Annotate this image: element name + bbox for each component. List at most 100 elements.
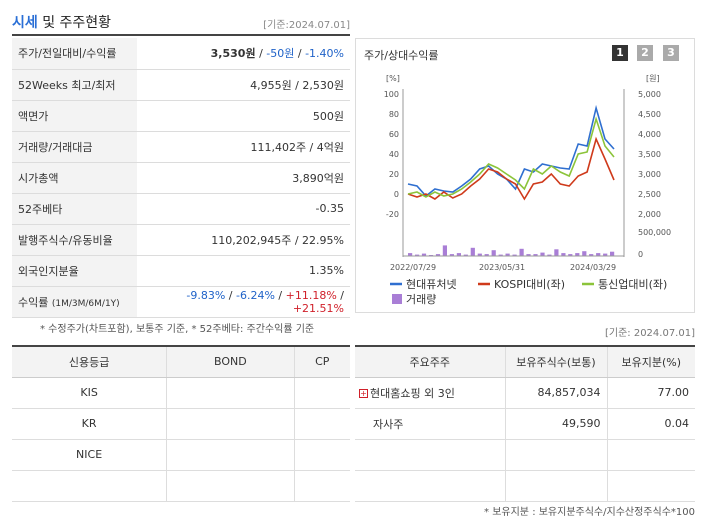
return-3m: -6.24% <box>236 288 275 302</box>
cp-cell <box>294 439 350 471</box>
table-row: 액면가 500원 <box>12 100 350 132</box>
volume-bar <box>596 253 601 256</box>
x-tick-label: 2022/07/29 <box>390 263 436 272</box>
right-tick-label: 3,500 <box>638 150 661 159</box>
volume-bar <box>470 247 475 256</box>
returns-label: 수익률 <box>18 295 49 309</box>
base-date: [기준:2024.07.01] <box>263 20 350 31</box>
row-label: 52주베타 <box>12 193 137 225</box>
chart-page-2-button[interactable]: 2 <box>637 45 653 61</box>
row-label: 주가/전일대비/수익률 <box>12 38 137 70</box>
agency-cell: KIS <box>12 377 168 409</box>
row-value: 500원 <box>137 100 350 132</box>
volume-bar <box>526 254 531 256</box>
volume-bar <box>484 254 489 256</box>
col-header: 신용등급 <box>12 345 168 378</box>
col-header: 보유지분(%) <box>607 345 695 378</box>
left-tick-label: 100 <box>384 90 399 99</box>
cp-cell <box>294 408 350 440</box>
table-row: 발행주식수/유동비율 110,202,945주 / 22.95% <box>12 224 350 256</box>
volume-bar <box>408 253 413 256</box>
agency-cell <box>12 470 168 502</box>
table-row: 주가/전일대비/수익률 3,530원 / -50원 / -1.40% <box>12 38 350 70</box>
col-header: BOND <box>166 345 295 378</box>
shareholder-base-date: [기준: 2024.07.01] <box>604 328 695 339</box>
right-tick-label: 4,000 <box>638 130 661 139</box>
volume-bar <box>540 252 545 256</box>
section-header: 시세 및 주주현황 [기준:2024.07.01] <box>12 10 350 36</box>
volume-bar <box>456 253 461 256</box>
bond-cell <box>166 439 295 471</box>
right-tick-label: 2,500 <box>638 190 661 199</box>
volume-tick-label: 500,000 <box>638 228 671 237</box>
series-line-2 <box>407 136 615 201</box>
volume-bar <box>491 250 496 256</box>
volume-bar <box>463 254 468 256</box>
row-value: 111,402주 / 4억원 <box>137 131 350 163</box>
return-1y: +21.51% <box>292 301 344 315</box>
return-6m: +11.18% <box>285 288 337 302</box>
right-tick-label: 3,000 <box>638 170 661 179</box>
row-label: 수익률 (1M/3M/6M/1Y) <box>12 286 137 318</box>
row-value: -0.35 <box>137 193 350 225</box>
holder-name <box>355 470 506 502</box>
table-row: 거래량/거래대금 111,402주 / 4억원 <box>12 131 350 163</box>
title-main: 시세 <box>12 15 38 31</box>
row-label: 외국인지분율 <box>12 255 137 287</box>
volume-bar <box>421 253 427 256</box>
table-row: 시가총액 3,890억원 <box>12 162 350 194</box>
holder-pct <box>607 470 695 502</box>
returns-value: -9.83% / -6.24% / +11.18% / +21.51% <box>137 286 350 318</box>
current-price: 3,530원 <box>210 47 256 61</box>
table-row <box>12 470 350 502</box>
holder-shares <box>505 439 608 471</box>
table-row: 52Weeks 최고/최저 4,955원 / 2,530원 <box>12 69 350 101</box>
legend-label: 현대퓨처넷 <box>406 278 457 291</box>
holder-pct: 77.00 <box>607 377 695 409</box>
title-rest: 및 주주현황 <box>37 15 112 31</box>
legend-label: KOSPI대비(좌) <box>494 278 565 291</box>
price-note: * 수정주가(차트포함), 보통주 기준, * 52주베타: 주간수익률 기준 <box>40 324 315 335</box>
row-label: 거래량/거래대금 <box>12 131 137 163</box>
row-value: 110,202,945주 / 22.95% <box>137 224 350 256</box>
table-row <box>355 470 695 502</box>
chart-panel: 주가/상대수익률 1 2 3 [%] [원] 100 80 60 40 20 0 -20 5,00… <box>355 38 695 313</box>
row-label: 발행주식수/유동비율 <box>12 224 137 256</box>
volume-bar <box>547 254 552 256</box>
volume-bar <box>519 248 524 256</box>
expand-icon[interactable]: + <box>359 389 368 398</box>
holder-pct <box>607 439 695 471</box>
table-row: 52주베타 -0.35 <box>12 193 350 225</box>
price-rate: -1.40% <box>305 47 344 61</box>
volume-bar <box>610 251 615 256</box>
volume-bar <box>505 253 510 256</box>
col-header: 보유주식수(보통) <box>505 345 608 378</box>
chart-page-3-button[interactable]: 3 <box>663 45 679 61</box>
holder-name: 자사주 <box>355 408 506 440</box>
holder-shares: 49,590 <box>505 408 608 440</box>
table-row: 자사주 49,590 0.04 <box>355 408 695 440</box>
shareholder-table: 주요주주 보유주식수(보통) 보유지분(%) + 현대홈쇼핑 외 3인 84,85… <box>355 345 695 502</box>
series-line-3 <box>407 116 615 198</box>
legend-label: 통신업대비(좌) <box>598 278 667 291</box>
cp-cell <box>294 470 350 502</box>
holder-shares: 84,857,034 <box>505 377 608 409</box>
volume-bar <box>477 253 482 256</box>
price-change: -50원 <box>266 47 295 61</box>
volume-bar <box>533 254 538 256</box>
left-axis-label: [%] <box>386 74 400 83</box>
table-header-row: 주요주주 보유주식수(보통) 보유지분(%) <box>355 345 695 378</box>
volume-bar <box>603 253 608 256</box>
return-1m: -9.83% <box>186 288 226 302</box>
volume-bar <box>554 249 559 256</box>
volume-bar <box>449 254 454 256</box>
right-tick-label: 4,500 <box>638 110 661 119</box>
volume-bar <box>589 254 594 256</box>
col-header: CP <box>294 345 350 378</box>
agency-cell: KR <box>12 408 168 440</box>
table-row: NICE <box>12 439 350 471</box>
row-value: 1.35% <box>137 255 350 287</box>
left-tick-label: 40 <box>389 150 399 159</box>
chart-page-1-button[interactable]: 1 <box>612 45 628 61</box>
left-tick-label: 0 <box>394 190 399 199</box>
